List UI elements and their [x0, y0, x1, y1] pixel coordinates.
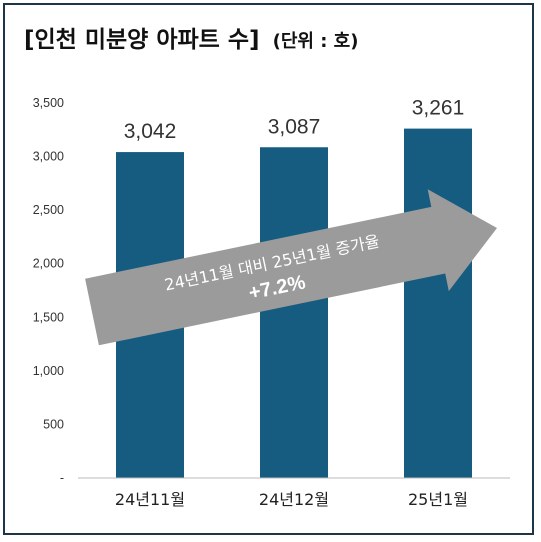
x-tick-label: 25년1월	[408, 490, 468, 509]
y-tick-label: 2,000	[33, 257, 64, 271]
y-tick-label: 1,500	[33, 310, 64, 324]
bar	[404, 128, 472, 478]
data-label: 3,087	[268, 115, 321, 138]
growth-arrow-shape	[85, 189, 497, 346]
y-axis: - 500 1,000 1,500 2,000 2,500 3,000 3,500	[33, 96, 64, 485]
x-axis: 24년11월 24년12월 25년1월	[78, 477, 510, 509]
y-tick-label: 1,000	[33, 364, 64, 378]
y-tick-label: 500	[43, 417, 64, 431]
chart-title-row: [인천 미분양 아파트 수] (단위 : 호)	[24, 20, 358, 54]
bar	[260, 147, 328, 478]
data-label: 3,042	[124, 120, 177, 143]
y-tick-label: 2,500	[33, 203, 64, 217]
y-tick-label: -	[60, 471, 64, 485]
x-tick-label: 24년12월	[259, 490, 329, 509]
chart-unit: (단위 : 호)	[272, 31, 359, 52]
data-label: 3,261	[412, 97, 465, 120]
bars	[116, 128, 472, 479]
y-tick-label: 3,500	[33, 96, 64, 110]
y-tick-label: 3,000	[33, 150, 64, 164]
growth-arrow: 24년11월 대비 25년1월 증가율 +7.2%	[85, 189, 497, 346]
chart-title: [인천 미분양 아파트 수]	[24, 27, 260, 53]
x-tick-label: 24년11월	[115, 490, 185, 509]
data-labels: 3,042 3,087 3,261	[124, 97, 465, 143]
